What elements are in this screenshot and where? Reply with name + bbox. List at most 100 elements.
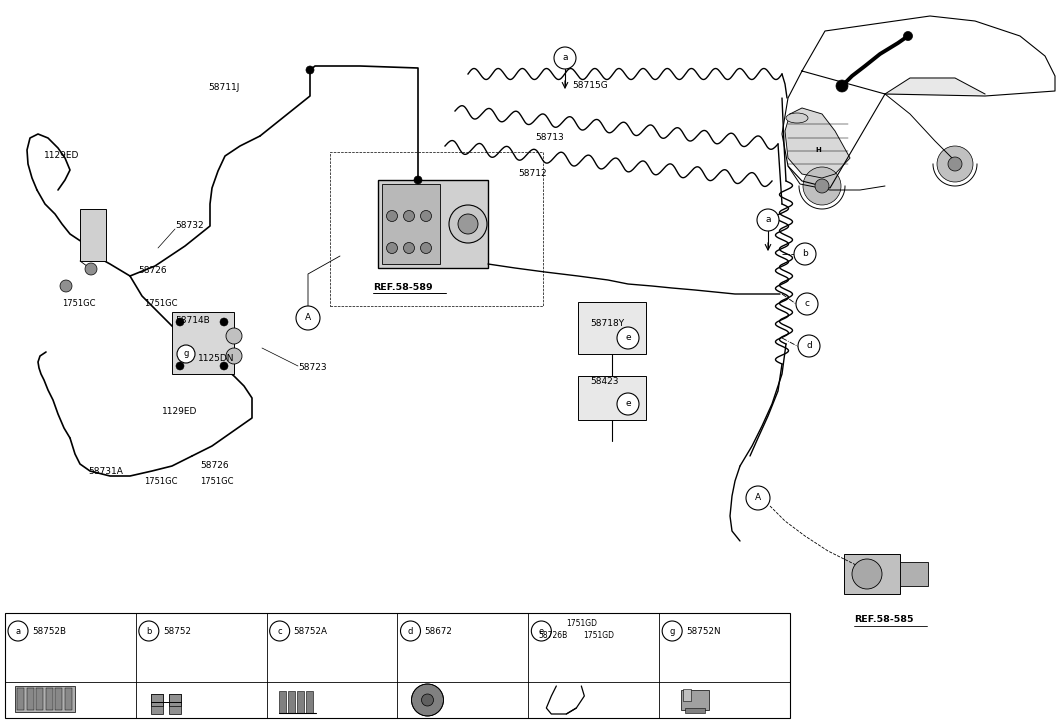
Text: 58752N: 58752N — [687, 627, 721, 635]
Text: 58714B: 58714B — [175, 317, 209, 325]
Text: 58726: 58726 — [200, 462, 229, 470]
Circle shape — [401, 621, 421, 641]
Polygon shape — [885, 78, 985, 94]
Circle shape — [421, 211, 432, 221]
Text: 1129ED: 1129ED — [162, 407, 198, 417]
Bar — [65, 688, 71, 710]
Circle shape — [176, 362, 184, 370]
Circle shape — [853, 559, 882, 589]
Text: 58752: 58752 — [163, 627, 191, 635]
Text: e: e — [539, 627, 544, 635]
Circle shape — [387, 242, 398, 253]
Bar — [36, 688, 43, 710]
Circle shape — [404, 242, 415, 253]
Circle shape — [226, 348, 242, 364]
Bar — [46, 688, 52, 710]
Bar — [279, 691, 286, 713]
Bar — [27, 688, 34, 710]
Circle shape — [904, 31, 912, 41]
Circle shape — [9, 621, 28, 641]
Bar — [288, 691, 294, 713]
Text: c: c — [805, 300, 810, 309]
Text: 58713: 58713 — [535, 134, 563, 142]
Circle shape — [139, 621, 158, 641]
Circle shape — [422, 694, 434, 706]
Bar — [686, 708, 705, 713]
Circle shape — [60, 280, 72, 292]
Text: 1125DN: 1125DN — [198, 354, 235, 364]
Text: 58711J: 58711J — [208, 83, 239, 92]
Circle shape — [404, 211, 415, 221]
Bar — [578, 376, 646, 420]
Text: a: a — [765, 216, 771, 224]
Bar — [17, 688, 24, 710]
Text: 1751GD: 1751GD — [567, 619, 597, 627]
Bar — [169, 694, 181, 714]
Circle shape — [796, 293, 819, 315]
Text: 58723: 58723 — [298, 364, 326, 372]
Text: 58726B: 58726B — [538, 630, 568, 640]
Text: 58718Y: 58718Y — [590, 319, 624, 328]
Text: REF.58-585: REF.58-585 — [854, 616, 913, 624]
Bar — [169, 694, 181, 706]
Text: 58726: 58726 — [138, 266, 167, 275]
Bar — [306, 691, 313, 713]
Text: 1129ED: 1129ED — [44, 152, 80, 160]
Text: 58423: 58423 — [590, 378, 619, 386]
Circle shape — [296, 306, 320, 330]
Circle shape — [794, 243, 816, 265]
Bar — [5, 613, 790, 718]
Text: 58712: 58712 — [518, 169, 546, 179]
Bar — [297, 691, 304, 713]
Bar — [900, 562, 928, 586]
Circle shape — [815, 179, 829, 193]
Ellipse shape — [786, 113, 808, 123]
Circle shape — [411, 684, 443, 716]
Text: 58715G: 58715G — [572, 81, 608, 91]
Text: REF.58-589: REF.58-589 — [373, 283, 433, 293]
Text: 58752A: 58752A — [293, 627, 327, 635]
Polygon shape — [784, 108, 850, 178]
Circle shape — [746, 486, 770, 510]
Circle shape — [387, 211, 398, 221]
Text: c: c — [277, 627, 282, 635]
Text: b: b — [146, 627, 152, 635]
Text: g: g — [183, 349, 189, 359]
Bar — [151, 694, 163, 714]
Circle shape — [220, 362, 227, 370]
Text: 58731A: 58731A — [88, 467, 123, 476]
Bar — [844, 554, 900, 594]
Circle shape — [226, 328, 242, 344]
Circle shape — [617, 393, 639, 415]
Circle shape — [176, 318, 184, 326]
Circle shape — [662, 621, 682, 641]
Circle shape — [458, 214, 478, 234]
Bar — [55, 688, 62, 710]
Circle shape — [554, 47, 576, 69]
Circle shape — [306, 66, 314, 74]
Bar — [151, 694, 163, 706]
Bar — [378, 180, 488, 268]
Bar — [578, 302, 646, 354]
Text: 58672: 58672 — [424, 627, 453, 635]
Circle shape — [270, 621, 289, 641]
Text: 1751GC: 1751GC — [144, 478, 178, 486]
Circle shape — [803, 167, 841, 205]
Text: g: g — [670, 627, 675, 635]
Text: 1751GC: 1751GC — [200, 478, 234, 486]
Circle shape — [85, 263, 97, 275]
Text: 58752B: 58752B — [32, 627, 66, 635]
Text: a: a — [16, 627, 20, 635]
Text: A: A — [755, 494, 761, 502]
Text: d: d — [408, 627, 414, 635]
Bar — [684, 689, 691, 701]
Text: e: e — [625, 333, 630, 343]
Circle shape — [414, 176, 422, 184]
Circle shape — [449, 205, 487, 243]
Text: b: b — [803, 250, 808, 258]
Text: d: d — [806, 341, 812, 351]
Circle shape — [178, 345, 195, 363]
Text: 58732: 58732 — [175, 221, 204, 230]
Text: A: A — [305, 314, 311, 322]
Bar — [681, 690, 709, 710]
